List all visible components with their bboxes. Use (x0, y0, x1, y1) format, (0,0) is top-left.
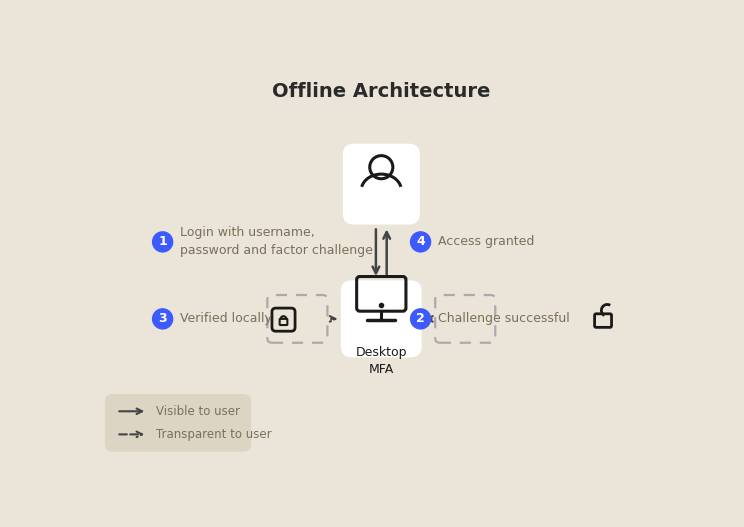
FancyBboxPatch shape (105, 394, 251, 452)
FancyBboxPatch shape (341, 280, 422, 357)
Text: 4: 4 (416, 236, 425, 248)
Text: Desktop
MFA: Desktop MFA (356, 346, 407, 376)
Text: Offline Architecture: Offline Architecture (272, 82, 490, 101)
Text: Access granted: Access granted (437, 236, 534, 248)
Text: Verified locally: Verified locally (179, 313, 272, 325)
Text: 3: 3 (158, 313, 167, 325)
Text: 1: 1 (158, 236, 167, 248)
Text: Visible to user: Visible to user (156, 405, 240, 418)
Circle shape (153, 232, 173, 252)
Circle shape (411, 309, 431, 329)
FancyBboxPatch shape (343, 144, 420, 225)
Text: 2: 2 (416, 313, 425, 325)
Circle shape (153, 309, 173, 329)
Text: Transparent to user: Transparent to user (156, 428, 272, 441)
Circle shape (411, 232, 431, 252)
Text: Challenge successful: Challenge successful (437, 313, 569, 325)
Text: Login with username,
password and factor challenge: Login with username, password and factor… (179, 227, 373, 257)
